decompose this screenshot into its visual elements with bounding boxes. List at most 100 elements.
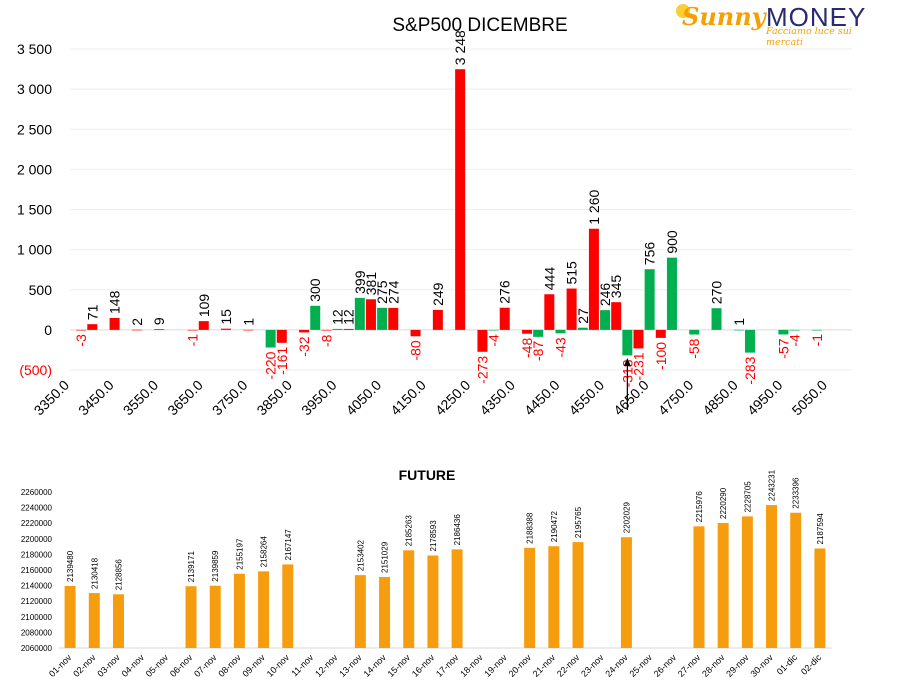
future-bar [790, 512, 802, 648]
red-bar [299, 329, 310, 333]
x-tick-label: 03-nov [95, 652, 122, 679]
future-bar [572, 542, 584, 648]
data-label: 1 260 [586, 190, 602, 225]
data-label-negative: -4 [486, 334, 502, 347]
future-bar [403, 550, 415, 648]
red-bar [109, 317, 120, 330]
data-label: 300 [307, 278, 323, 302]
red-bar [522, 329, 533, 334]
sun-icon [676, 4, 690, 18]
future-bar [427, 555, 439, 648]
logo-brand-first: Sunny [682, 2, 766, 31]
future-bar [282, 564, 294, 648]
data-label: 2139171 [187, 551, 196, 583]
y-tick-label: 1 000 [17, 242, 52, 258]
x-tick-label: 18-nov [458, 652, 485, 679]
data-label: 9 [151, 317, 167, 325]
data-label: 2158264 [260, 536, 269, 568]
future-bar [620, 537, 632, 648]
x-tick-label: 24-nov [603, 652, 630, 679]
data-label: 900 [664, 230, 680, 254]
arrow-up-icon [623, 358, 631, 366]
data-label-negative: -57 [775, 338, 791, 358]
green-bar [744, 329, 755, 353]
green-bar [377, 307, 388, 330]
x-tick-label: 02-dic [799, 652, 824, 677]
future-bar [354, 575, 366, 648]
x-tick-label: 14-nov [361, 652, 388, 679]
y-tick-label: 2060000 [21, 644, 53, 653]
y-tick-label: 500 [29, 282, 53, 298]
data-label-negative: -43 [552, 337, 568, 357]
y-tick-label: 2100000 [21, 613, 53, 622]
green-bar [354, 297, 365, 330]
data-label: 27 [575, 308, 591, 324]
red-bar [611, 302, 622, 330]
x-tick-label: 23-nov [579, 652, 606, 679]
data-label: 345 [608, 275, 624, 299]
x-tick-label: 02-nov [71, 652, 98, 679]
data-label-negative: -48 [519, 338, 535, 358]
future-bar [209, 585, 221, 648]
x-tick-label: 3950.0 [298, 377, 340, 419]
data-label: 2186436 [453, 514, 462, 546]
data-label-negative: -161 [274, 347, 290, 375]
x-tick-label: 27-nov [676, 652, 703, 679]
x-tick-label: 29-nov [724, 652, 751, 679]
data-label: 2 [129, 318, 145, 326]
red-bar [499, 307, 510, 330]
red-bar [198, 321, 209, 330]
x-tick-label: 3450.0 [75, 377, 117, 419]
future-bar [88, 593, 100, 648]
red-bar [477, 329, 488, 352]
x-tick-label: 09-nov [240, 652, 267, 679]
data-label: 12 [341, 309, 357, 325]
data-label: 246 [597, 283, 613, 307]
y-tick-label: 2240000 [21, 504, 53, 513]
sp500-december-chart: S&P500 DICEMBRE 3 500 3 000 2 500 2 000 1 500… [17, 15, 852, 419]
x-tick-label: 01-dic [775, 652, 800, 677]
red-bar [566, 288, 577, 330]
data-label: 381 [363, 272, 379, 296]
data-label: 275 [374, 280, 390, 304]
y-tick-label: 2220000 [21, 519, 53, 528]
data-label-negative: -220 [263, 351, 279, 379]
data-label: 2190472 [550, 511, 559, 543]
red-bar [131, 329, 142, 331]
x-tick-label: 06-nov [168, 652, 195, 679]
y-tick-label: 3 000 [17, 81, 52, 97]
data-label-negative: -8 [318, 334, 334, 347]
green-bar [622, 329, 633, 356]
red-bar [87, 324, 98, 330]
data-label-negative: -231 [631, 352, 647, 380]
x-tick-label: 08-nov [216, 652, 243, 679]
green-bar [689, 329, 700, 335]
x-tick-label: 28-nov [700, 652, 727, 679]
y-tick-label: 2200000 [21, 535, 53, 544]
red-bar [588, 228, 599, 330]
x-tick-label: 5050.0 [789, 377, 831, 419]
data-label-negative: -58 [686, 338, 702, 358]
future-bar [693, 526, 705, 648]
data-label-negative: -273 [474, 356, 490, 384]
data-label: 2195765 [574, 506, 583, 538]
red-bar [187, 329, 198, 331]
data-label: 2202029 [622, 502, 631, 534]
x-tick-label: 01-nov [47, 652, 74, 679]
x-tick-label: 4750.0 [655, 377, 697, 419]
x-tick-label: 3750.0 [209, 377, 251, 419]
red-bar [154, 329, 165, 330]
future-bar [233, 573, 245, 648]
data-label: 2151029 [381, 541, 390, 573]
x-tick-label: 15-nov [386, 652, 413, 679]
y-tick-label: 2180000 [21, 550, 53, 559]
x-tick-label: 3650.0 [164, 377, 206, 419]
future-bar [548, 546, 560, 648]
x-tick-label: 07-nov [192, 652, 219, 679]
data-label: 2215976 [695, 491, 704, 523]
y-tick-label: (500) [19, 362, 52, 378]
red-bar [432, 309, 443, 330]
red-bar [388, 307, 399, 330]
red-bar [243, 329, 254, 331]
red-bar [76, 329, 87, 331]
